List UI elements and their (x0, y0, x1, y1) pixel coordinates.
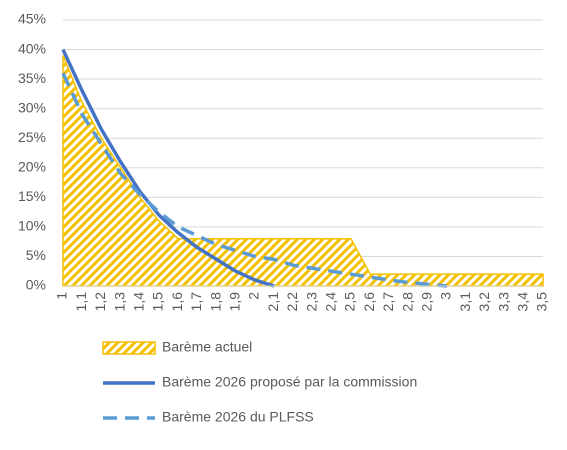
y-tick-label: 35% (18, 70, 46, 86)
x-tick-label: 1,6 (169, 292, 185, 312)
x-tick-label: 3 (438, 292, 454, 300)
x-tick-label: 2,8 (399, 292, 415, 312)
line (61, 48, 275, 288)
x-tick-label: 1,7 (188, 292, 204, 312)
x-tick-label: 2,7 (380, 292, 396, 312)
legend-label: Barème 2026 proposé par la commission (162, 374, 417, 390)
x-tick-label: 1,5 (150, 292, 166, 312)
y-tick-label: 40% (18, 40, 46, 56)
x-tick-label: 1,8 (207, 292, 223, 312)
line (61, 72, 448, 288)
y-tick-label: 5% (26, 247, 46, 263)
y-tick-label: 20% (18, 158, 46, 174)
y-tick-label: 45% (18, 11, 46, 27)
x-tick-label: 1,2 (92, 292, 108, 312)
x-tick-label: 1,9 (227, 292, 243, 312)
y-tick-label: 15% (18, 188, 46, 204)
x-tick-label: 2,2 (284, 292, 300, 312)
x-tick-label: 3,5 (534, 292, 550, 312)
x-tick-label: 3,3 (495, 292, 511, 312)
legend-swatch (102, 341, 156, 355)
x-tick-label: 1,1 (73, 292, 89, 312)
x-tick-label: 2,5 (342, 292, 358, 312)
y-tick-label: 30% (18, 99, 46, 115)
y-tick-label: 10% (18, 218, 46, 234)
x-tick-label: 1,3 (111, 292, 127, 312)
x-tick-label: 1 (54, 292, 70, 300)
x-tick-label: 2,1 (265, 292, 281, 312)
x-tick-label: 1,4 (131, 292, 147, 312)
x-tick-label: 3,4 (515, 292, 531, 312)
y-tick-label: 25% (18, 129, 46, 145)
y-tick-label: 0% (26, 277, 46, 293)
x-tick-label: 2 (246, 292, 262, 300)
legend-label: Barème actuel (162, 339, 252, 355)
legend-label: Barème 2026 du PLFSS (162, 409, 314, 425)
x-tick-label: 2,4 (323, 292, 339, 312)
area (62, 55, 544, 287)
x-tick-label: 2,3 (303, 292, 319, 312)
x-tick-label: 2,9 (419, 292, 435, 312)
x-tick-label: 2,6 (361, 292, 377, 312)
x-tick-label: 3,1 (457, 292, 473, 312)
x-tick-label: 3,2 (476, 292, 492, 312)
